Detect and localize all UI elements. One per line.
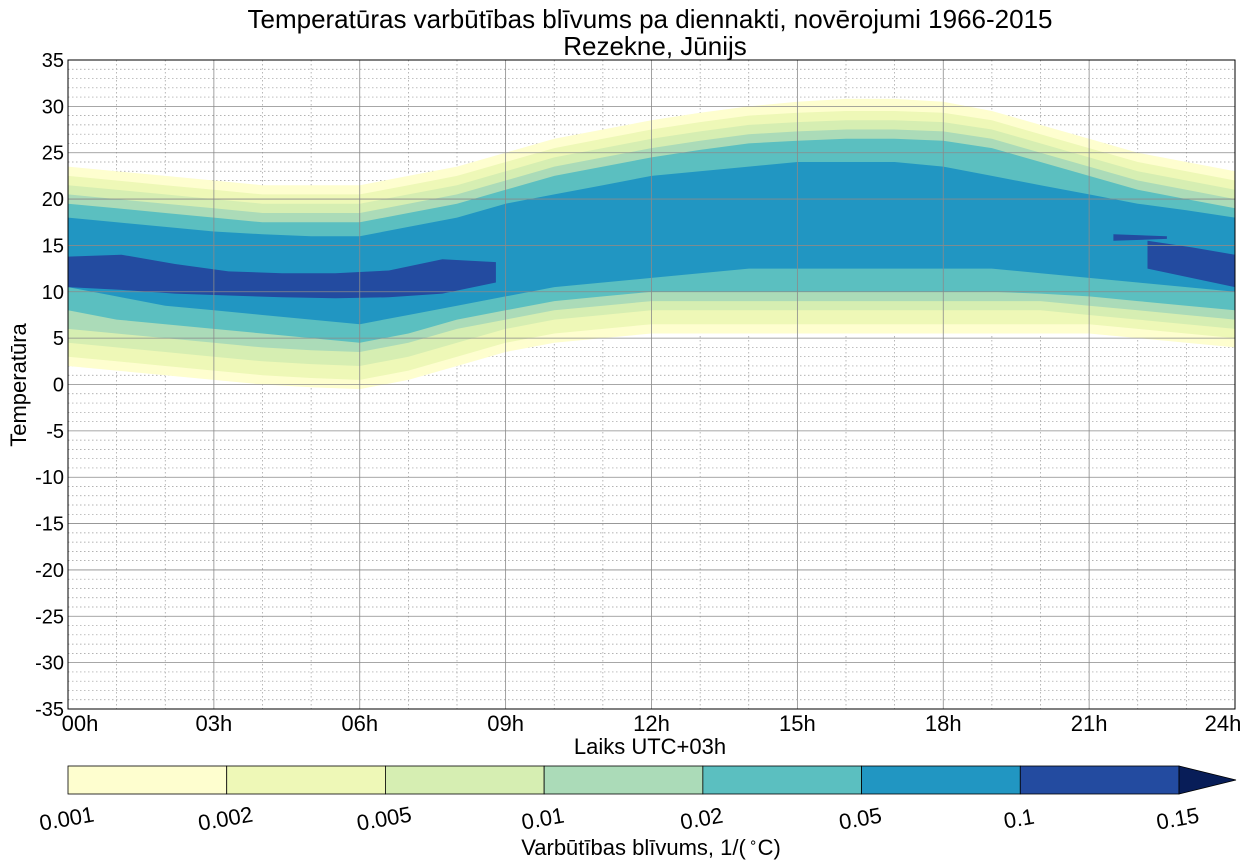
y-tick-label: 10: [42, 282, 64, 304]
colorbar-tick-label: 0.01: [520, 803, 567, 835]
density-region-0.1: [1147, 240, 1235, 288]
colorbar-segment: [702, 765, 862, 795]
x-tick-label: 12h: [633, 711, 670, 736]
y-tick-label: 35: [42, 50, 64, 72]
x-tick-label: 00h: [62, 711, 99, 736]
y-tick-label: -25: [35, 606, 64, 628]
y-tick-label: 20: [42, 189, 64, 211]
x-tick-label: 09h: [487, 711, 524, 736]
y-tick-label: -5: [46, 421, 64, 443]
y-tick-label: -30: [35, 653, 64, 675]
colorbar-segment: [861, 765, 1021, 795]
colorbar-segment: [1019, 765, 1180, 795]
x-tick-label: 21h: [1071, 711, 1108, 736]
chart-subtitle: Rezekne, Jūnijs: [563, 31, 747, 61]
x-tick-label: 24h: [1205, 711, 1242, 736]
y-tick-label: 25: [42, 143, 64, 165]
colorbar-tick-label: 0.15: [1154, 803, 1201, 835]
colorbar-tick-label: 0.002: [196, 802, 255, 836]
colorbar-segment: [385, 765, 545, 795]
x-tick-label: 15h: [779, 711, 816, 736]
y-tick-label: -35: [35, 699, 64, 721]
x-tick-label: 06h: [341, 711, 378, 736]
density-region-0.1: [68, 254, 496, 299]
colorbar: [67, 765, 1237, 795]
y-tick-label: 15: [42, 235, 64, 257]
colorbar-label: Varbūtības blīvums, 1/(∘C): [521, 834, 781, 860]
colorbar-label-main: Varbūtības blīvums, 1/(: [521, 835, 746, 860]
colorbar-segment: [226, 765, 386, 795]
y-tick-label: -10: [35, 467, 64, 489]
colorbar-extend-arrow: [1178, 765, 1237, 795]
y-tick-label: 30: [42, 96, 64, 118]
y-axis-ticks: 35 30 25 20 15 10 5 0 -5 -10 -15 -20 -25 -30 -35: [35, 50, 64, 721]
y-tick-label: 0: [53, 375, 64, 397]
y-tick-label: 5: [53, 328, 64, 350]
colorbar-tick-label: 0.001: [37, 802, 96, 836]
x-axis-ticks: 00h 03h 06h 09h 12h 15h 18h 21h 24h: [62, 711, 1242, 736]
chart-title: Temperatūras varbūtības blīvums pa dienn…: [247, 4, 1052, 34]
colorbar-label-unit: C): [758, 835, 781, 860]
x-axis-label: Laiks UTC+03h: [574, 734, 726, 759]
colorbar-tick-label: 0.1: [1002, 804, 1036, 834]
y-tick-label: -20: [35, 560, 64, 582]
density-region-0.1: [1113, 234, 1167, 241]
plot-frame: [67, 59, 1236, 710]
y-tick-label: -15: [35, 514, 64, 536]
colorbar-segment: [543, 765, 704, 795]
x-tick-label: 03h: [196, 711, 233, 736]
colorbar-tick-label: 0.05: [837, 803, 884, 835]
colorbar-ticks: 0.001 0.002 0.005 0.01 0.02 0.05 0.1 0.15: [37, 802, 1201, 836]
colorbar-tick-label: 0.005: [355, 802, 414, 836]
x-tick-label: 18h: [925, 711, 962, 736]
y-axis-label: Temperatūra: [6, 322, 31, 446]
colorbar-tick-label: 0.02: [678, 803, 725, 835]
colorbar-label-degree: ∘: [749, 834, 758, 850]
colorbar-segment: [67, 765, 228, 795]
